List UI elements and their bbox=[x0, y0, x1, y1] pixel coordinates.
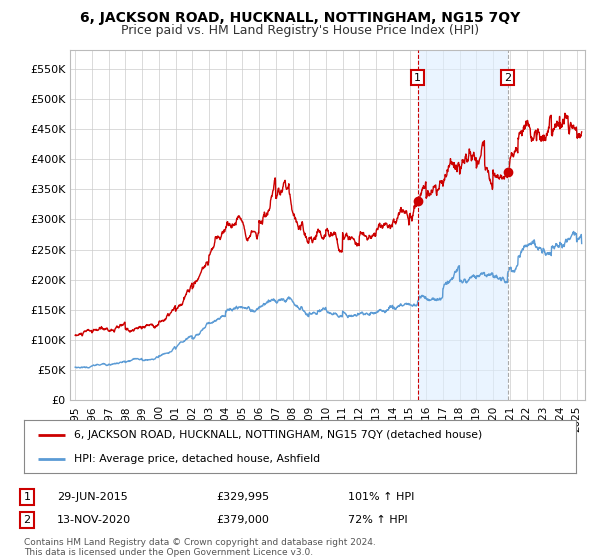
Text: 13-NOV-2020: 13-NOV-2020 bbox=[57, 515, 131, 525]
Text: 101% ↑ HPI: 101% ↑ HPI bbox=[348, 492, 415, 502]
Text: 6, JACKSON ROAD, HUCKNALL, NOTTINGHAM, NG15 7QY: 6, JACKSON ROAD, HUCKNALL, NOTTINGHAM, N… bbox=[80, 11, 520, 25]
Text: 1: 1 bbox=[414, 73, 421, 82]
Text: HPI: Average price, detached house, Ashfield: HPI: Average price, detached house, Ashf… bbox=[74, 454, 320, 464]
Text: 6, JACKSON ROAD, HUCKNALL, NOTTINGHAM, NG15 7QY (detached house): 6, JACKSON ROAD, HUCKNALL, NOTTINGHAM, N… bbox=[74, 430, 482, 440]
Text: Contains HM Land Registry data © Crown copyright and database right 2024.
This d: Contains HM Land Registry data © Crown c… bbox=[24, 538, 376, 557]
Text: £329,995: £329,995 bbox=[216, 492, 269, 502]
Text: 2: 2 bbox=[504, 73, 511, 82]
Text: £379,000: £379,000 bbox=[216, 515, 269, 525]
Text: Price paid vs. HM Land Registry's House Price Index (HPI): Price paid vs. HM Land Registry's House … bbox=[121, 24, 479, 36]
Text: 29-JUN-2015: 29-JUN-2015 bbox=[57, 492, 128, 502]
Bar bbox=[418, 50, 508, 400]
Text: 72% ↑ HPI: 72% ↑ HPI bbox=[348, 515, 407, 525]
Text: 1: 1 bbox=[23, 492, 31, 502]
Text: 2: 2 bbox=[23, 515, 31, 525]
